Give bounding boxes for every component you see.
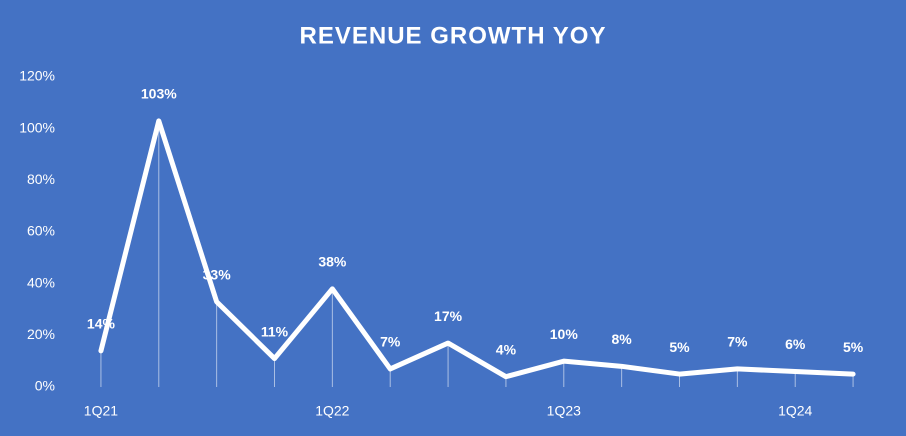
data-label: 17%	[434, 308, 463, 324]
data-label: 8%	[612, 331, 633, 347]
y-tick-label: 0%	[35, 378, 55, 394]
data-label: 6%	[785, 336, 806, 352]
data-label: 33%	[203, 266, 232, 282]
data-label: 5%	[843, 339, 864, 355]
data-label: 10%	[550, 326, 579, 342]
y-tick-label: 20%	[27, 326, 55, 342]
data-label: 4%	[496, 341, 517, 357]
data-label: 7%	[727, 334, 748, 350]
data-label: 11%	[261, 323, 289, 339]
x-tick-label: 1Q21	[84, 403, 118, 419]
data-label: 7%	[380, 334, 401, 350]
line	[98, 118, 856, 380]
data-label: 38%	[318, 254, 347, 270]
x-tick-label: 1Q23	[547, 403, 581, 419]
y-tick-label: 80%	[27, 171, 55, 187]
y-tick-label: 100%	[19, 119, 55, 135]
y-tick-label: 60%	[27, 223, 55, 239]
data-label: 14%	[87, 316, 116, 332]
data-label: 103%	[141, 86, 177, 102]
y-tick-label: 120%	[19, 68, 55, 84]
x-tick-label: 1Q22	[315, 403, 349, 419]
y-tick-label: 40%	[27, 274, 55, 290]
x-tick-label: 1Q24	[778, 403, 812, 419]
data-label: 5%	[669, 339, 690, 355]
chart-title: REVENUE GROWTH YOY	[300, 22, 607, 49]
